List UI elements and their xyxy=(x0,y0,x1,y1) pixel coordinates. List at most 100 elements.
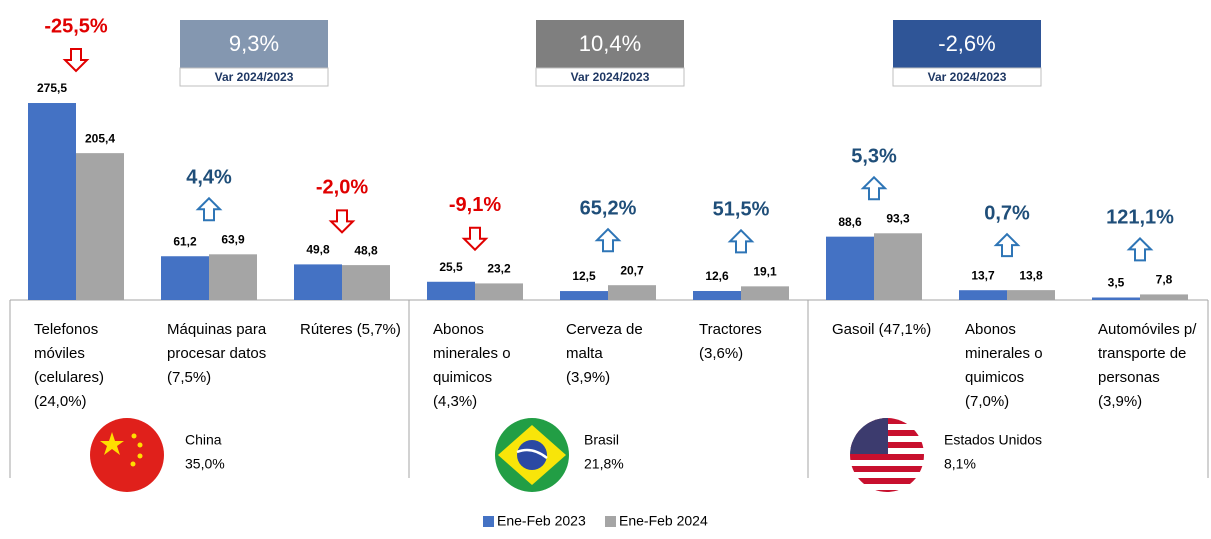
category-label: Gasoil (47,1%) xyxy=(832,321,931,338)
var-strip xyxy=(179,67,329,87)
value-label: 61,2 xyxy=(173,234,197,248)
category-label: (celulares) xyxy=(34,369,104,386)
category-label: (3,9%) xyxy=(566,369,610,386)
country-name: Estados Unidos xyxy=(944,432,1042,448)
country-share: 8,1% xyxy=(944,456,976,472)
bar xyxy=(874,233,922,300)
bar xyxy=(741,286,789,300)
value-label: 93,3 xyxy=(886,211,910,225)
value-label: 23,2 xyxy=(487,262,511,276)
category-label: Abonos xyxy=(965,321,1016,338)
bar xyxy=(1092,297,1140,300)
legend-label: Ene-Feb 2023 xyxy=(497,513,586,529)
category-label: minerales o xyxy=(965,345,1043,362)
category-label: Máquinas para xyxy=(167,321,267,338)
value-label: 19,1 xyxy=(753,265,777,279)
change-label: 65,2% xyxy=(580,197,637,219)
value-label: 20,7 xyxy=(620,263,644,277)
category-label: Cerveza de xyxy=(566,321,643,338)
var-strip xyxy=(892,67,1042,87)
change-label: -25,5% xyxy=(44,15,108,37)
bar xyxy=(608,285,656,300)
change-arrow xyxy=(993,232,1021,258)
var-value: 10,4% xyxy=(579,31,641,56)
legend-swatch xyxy=(605,516,616,527)
value-label: 205,4 xyxy=(85,131,115,145)
bar xyxy=(76,153,124,300)
bar xyxy=(826,236,874,300)
change-arrow xyxy=(860,175,888,201)
change-arrow xyxy=(328,209,356,234)
change-arrow xyxy=(594,227,622,253)
var-label: Var 2024/2023 xyxy=(928,70,1007,84)
category-label: procesar datos xyxy=(167,345,266,362)
value-label: 25,5 xyxy=(439,260,463,274)
var-box xyxy=(180,20,328,68)
flags xyxy=(90,418,924,492)
legend-swatch xyxy=(483,516,494,527)
var-label: Var 2024/2023 xyxy=(215,70,294,84)
bar xyxy=(1140,294,1188,300)
bar xyxy=(342,265,390,300)
category-label: (3,6%) xyxy=(699,345,743,362)
country-name: Brasil xyxy=(584,432,619,448)
var-box xyxy=(536,20,684,68)
value-label: 7,8 xyxy=(1156,273,1173,287)
var-value: 9,3% xyxy=(229,31,279,56)
category-label: personas xyxy=(1098,369,1160,386)
value-label: 13,8 xyxy=(1019,268,1043,282)
value-label: 48,8 xyxy=(354,243,378,257)
value-label: 63,9 xyxy=(221,232,245,246)
category-label: (7,5%) xyxy=(167,369,211,386)
change-arrow xyxy=(195,196,223,222)
change-label: -9,1% xyxy=(449,194,501,216)
category-label: Abonos xyxy=(433,321,484,338)
var-box xyxy=(893,20,1041,68)
bar xyxy=(28,103,76,300)
category-label: (7,0%) xyxy=(965,393,1009,410)
category-label: (3,9%) xyxy=(1098,393,1142,410)
legend-label: Ene-Feb 2024 xyxy=(619,513,708,529)
bar xyxy=(560,291,608,300)
category-label: Rúteres (5,7%) xyxy=(300,321,401,338)
bar xyxy=(959,290,1007,300)
bar xyxy=(161,256,209,300)
value-label: 49,8 xyxy=(306,243,330,257)
change-arrow xyxy=(461,226,489,252)
value-label: 12,5 xyxy=(572,269,596,283)
category-label: (24,0%) xyxy=(34,393,87,410)
change-label: 51,5% xyxy=(713,199,770,221)
bar xyxy=(294,264,342,300)
category-label: minerales o xyxy=(433,345,511,362)
category-label: Tractores xyxy=(699,321,762,338)
category-label: Automóviles p/ xyxy=(1098,321,1197,338)
value-label: 3,5 xyxy=(1108,276,1125,290)
change-arrow xyxy=(1126,237,1154,262)
flag-brazil xyxy=(495,418,569,492)
country-name: China xyxy=(185,432,222,448)
country-share: 21,8% xyxy=(584,456,624,472)
bar xyxy=(427,281,475,300)
var-value: -2,6% xyxy=(938,31,995,56)
flag-usa xyxy=(850,418,924,492)
var-strip xyxy=(535,67,685,87)
change-label: -2,0% xyxy=(316,177,368,199)
value-label: 275,5 xyxy=(37,81,67,95)
category-label: quimicos xyxy=(433,369,492,386)
bar xyxy=(693,290,741,300)
value-label: 12,6 xyxy=(705,269,729,283)
var-label: Var 2024/2023 xyxy=(571,70,650,84)
category-label: transporte de xyxy=(1098,345,1186,362)
country-share: 35,0% xyxy=(185,456,225,472)
bar xyxy=(1007,290,1055,300)
change-label: 4,4% xyxy=(186,167,232,189)
bar xyxy=(209,254,257,300)
value-label: 88,6 xyxy=(838,215,862,229)
category-label: quimicos xyxy=(965,369,1024,386)
value-label: 13,7 xyxy=(971,268,995,282)
change-label: 0,7% xyxy=(984,202,1030,224)
change-arrow xyxy=(62,48,90,73)
category-label: Telefonos xyxy=(34,321,98,338)
category-label: móviles xyxy=(34,345,85,362)
